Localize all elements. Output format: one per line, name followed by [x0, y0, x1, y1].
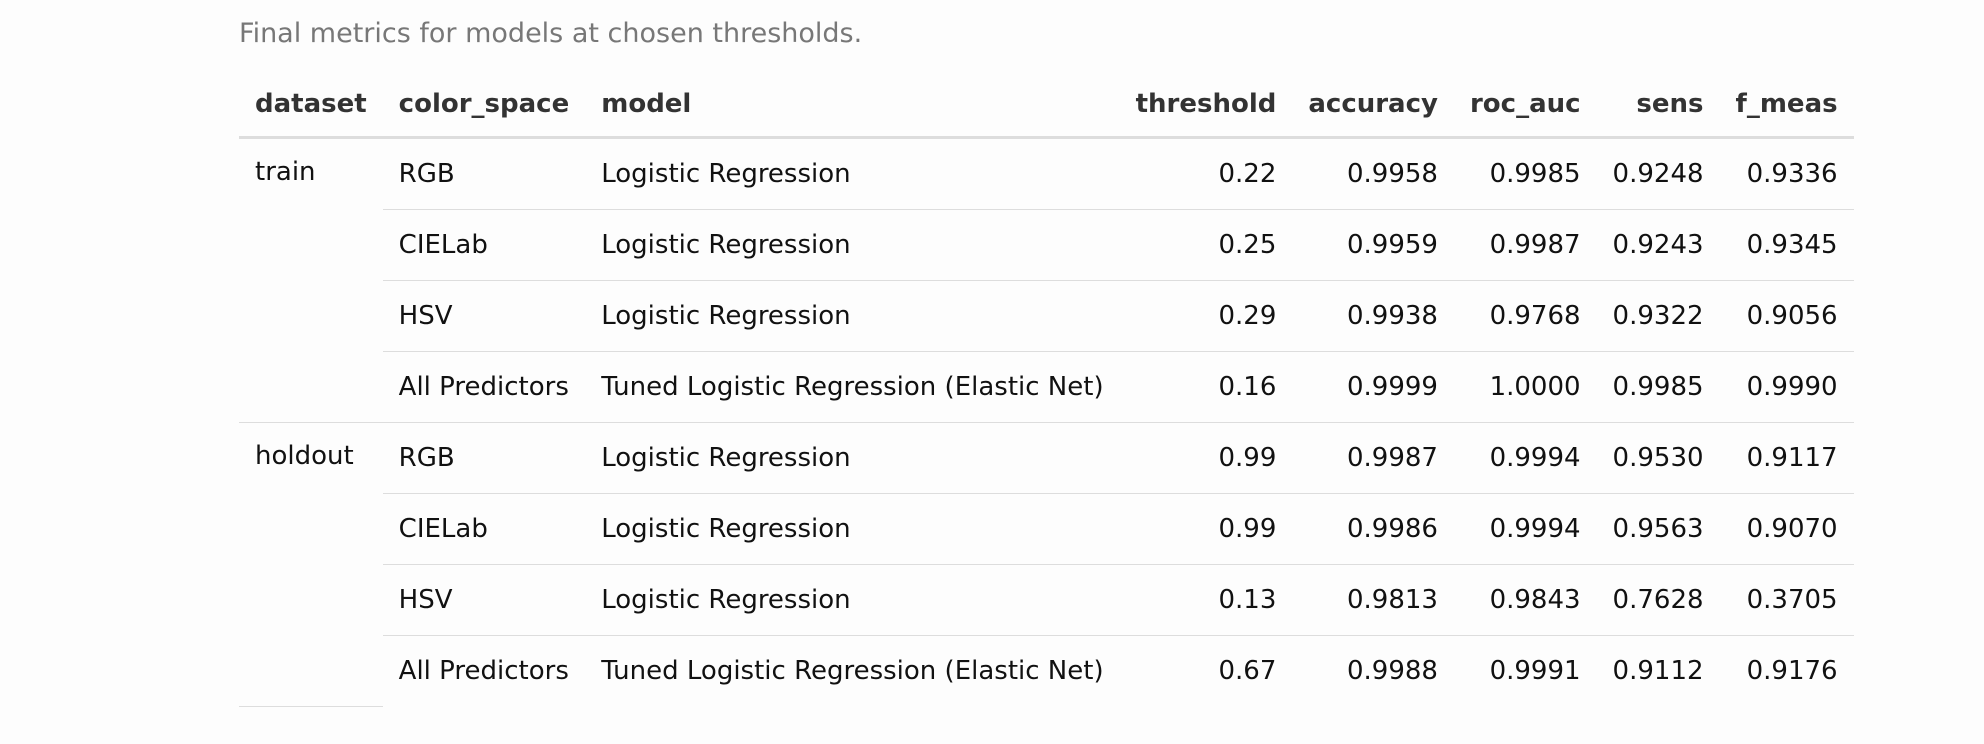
cell-roc-auc: 0.9994 [1453, 422, 1597, 494]
cell-sens: 0.9322 [1596, 280, 1720, 352]
table-row: All Predictors Tuned Logistic Regression … [239, 351, 1854, 423]
cell-accuracy: 0.9813 [1292, 564, 1454, 636]
cell-color-space: CIELab [382, 493, 586, 565]
cell-model: Logistic Regression [585, 280, 1120, 352]
table-row: holdout RGB Logistic Regression 0.99 0.9987 0… [239, 422, 1854, 707]
cell-f-meas: 0.9056 [1719, 280, 1854, 352]
cell-sens: 0.9243 [1596, 209, 1720, 281]
cell-sens: 0.9985 [1596, 351, 1720, 423]
cell-color-space: All Predictors [398, 656, 569, 686]
cell-threshold: 0.22 [1119, 137, 1293, 210]
table-row: HSV Logistic Regression 0.13 0.9813 0.9843 0.… [239, 564, 1854, 636]
header-roc-auc: roc_auc [1453, 71, 1597, 139]
table-row: CIELab Logistic Regression 0.25 0.9959 0.998… [239, 209, 1854, 281]
cell-model: Tuned Logistic Regression (Elastic Net) [585, 351, 1120, 423]
cell-dataset: train [239, 137, 383, 423]
header-f-meas: f_meas [1719, 71, 1854, 139]
table-row: train RGB Logistic Regression 0.22 0.9958 0.9… [239, 137, 1854, 423]
cell-sens: 0.9530 [1596, 422, 1720, 494]
header-row: dataset color_space model threshold accu… [239, 71, 1854, 139]
header-model: model [585, 71, 1120, 139]
cell-color-space: All Predictors [382, 351, 586, 423]
header-dataset: dataset [239, 71, 383, 139]
table-row: All Predictors Tuned Logistic Regression … [239, 636, 1854, 707]
cell-sens: 0.7628 [1596, 564, 1720, 636]
header-accuracy: accuracy [1292, 71, 1454, 139]
header-color-space: color_space [382, 71, 586, 139]
table-row: HSV Logistic Regression 0.29 0.9938 0.9768 0.… [239, 280, 1854, 352]
cell-accuracy: 0.9959 [1292, 209, 1454, 281]
cell-f-meas: 0.9176 [1746, 656, 1838, 686]
cell-threshold: 0.13 [1119, 564, 1293, 636]
cell-sens: 0.9248 [1596, 137, 1720, 210]
cell-color-space: RGB [382, 137, 586, 210]
cell-model: Logistic Regression [585, 493, 1120, 565]
cell-sens: 0.9563 [1596, 493, 1720, 565]
cell-dataset: holdout [239, 422, 383, 707]
cell-roc-auc: 0.9991 [1489, 656, 1581, 686]
cell-threshold: 0.25 [1119, 209, 1293, 281]
cell-model: Logistic Regression [585, 422, 1120, 494]
header-sens: sens [1596, 71, 1720, 139]
cell-accuracy: 0.9938 [1292, 280, 1454, 352]
table-row: CIELab Logistic Regression 0.99 0.9986 0.999… [239, 493, 1854, 565]
cell-accuracy: 0.9958 [1292, 137, 1454, 210]
cell-threshold: 0.16 [1119, 351, 1293, 423]
table-caption: Final metrics for models at chosen thres… [239, 18, 863, 49]
cell-f-meas: 0.9345 [1719, 209, 1854, 281]
cell-f-meas: 0.3705 [1719, 564, 1854, 636]
cell-roc-auc: 0.9768 [1453, 280, 1597, 352]
cell-threshold: 0.99 [1119, 493, 1293, 565]
cell-roc-auc: 0.9994 [1453, 493, 1597, 565]
cell-color-space: HSV [382, 280, 586, 352]
table-header: dataset color_space model threshold accu… [239, 71, 1854, 139]
cell-threshold: 0.67 [1218, 656, 1277, 686]
cell-color-space: HSV [382, 564, 586, 636]
cell-accuracy: 0.9999 [1292, 351, 1454, 423]
cell-roc-auc: 0.9987 [1453, 209, 1597, 281]
cell-sens: 0.9112 [1612, 656, 1704, 686]
cell-f-meas: 0.9117 [1719, 422, 1854, 494]
cell-roc-auc: 1.0000 [1453, 351, 1597, 423]
metrics-table: dataset color_space model threshold accu… [239, 71, 1854, 707]
cell-f-meas: 0.9336 [1719, 137, 1854, 210]
cell-model: Logistic Regression [585, 209, 1120, 281]
cell-model: Logistic Regression [585, 137, 1120, 210]
cell-roc-auc: 0.9843 [1453, 564, 1597, 636]
cell-accuracy: 0.9987 [1292, 422, 1454, 494]
cell-threshold: 0.29 [1119, 280, 1293, 352]
table-body: train RGB Logistic Regression 0.22 0.9958 0.9… [239, 137, 1854, 707]
cell-f-meas: 0.9070 [1719, 493, 1854, 565]
cell-accuracy: 0.9988 [1346, 656, 1438, 686]
header-threshold: threshold [1119, 71, 1293, 139]
cell-accuracy: 0.9986 [1292, 493, 1454, 565]
cell-color-space: CIELab [382, 209, 586, 281]
cell-color-space: RGB [382, 422, 586, 494]
cell-model: Tuned Logistic Regression (Elastic Net) [601, 656, 1104, 686]
cell-model: Logistic Regression [585, 564, 1120, 636]
cell-f-meas: 0.9990 [1719, 351, 1854, 423]
cell-threshold: 0.99 [1119, 422, 1293, 494]
cell-roc-auc: 0.9985 [1453, 137, 1597, 210]
